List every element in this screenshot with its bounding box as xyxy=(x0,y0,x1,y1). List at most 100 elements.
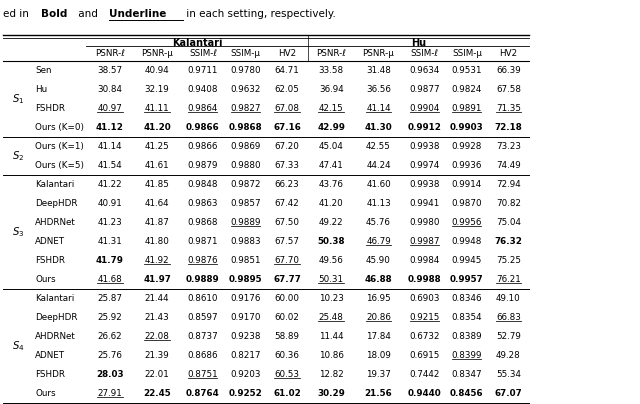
Text: 42.55: 42.55 xyxy=(366,142,391,151)
Text: 0.9868: 0.9868 xyxy=(228,123,262,132)
Text: 76.32: 76.32 xyxy=(495,237,522,246)
Text: 0.9984: 0.9984 xyxy=(409,256,440,265)
Text: 76.21: 76.21 xyxy=(496,275,521,284)
Text: 40.91: 40.91 xyxy=(97,199,122,208)
Text: $S_2$: $S_2$ xyxy=(12,149,25,163)
Text: 0.9863: 0.9863 xyxy=(188,199,218,208)
Text: 28.03: 28.03 xyxy=(96,370,124,379)
Text: AHDRNet: AHDRNet xyxy=(35,332,76,341)
Text: 67.58: 67.58 xyxy=(496,85,521,94)
Text: 0.9868: 0.9868 xyxy=(188,218,218,227)
Text: 0.9176: 0.9176 xyxy=(230,294,260,303)
Text: Kalantari: Kalantari xyxy=(35,180,74,189)
Text: 41.60: 41.60 xyxy=(366,180,391,189)
Text: $S_4$: $S_4$ xyxy=(12,339,25,353)
Text: DeepHDR: DeepHDR xyxy=(35,199,77,208)
Text: 0.9957: 0.9957 xyxy=(450,275,484,284)
Text: 45.90: 45.90 xyxy=(366,256,391,265)
Text: 0.9936: 0.9936 xyxy=(452,161,482,170)
Text: 41.92: 41.92 xyxy=(145,256,170,265)
Text: $S_3$: $S_3$ xyxy=(12,225,25,239)
Text: 36.56: 36.56 xyxy=(366,85,391,94)
Text: 17.84: 17.84 xyxy=(366,332,391,341)
Text: 0.9877: 0.9877 xyxy=(409,85,440,94)
Text: 0.9883: 0.9883 xyxy=(230,237,260,246)
Text: 0.9711: 0.9711 xyxy=(188,66,218,75)
Text: 49.56: 49.56 xyxy=(319,256,344,265)
Text: 0.9891: 0.9891 xyxy=(452,104,482,113)
Text: 66.83: 66.83 xyxy=(496,313,521,322)
Text: 45.76: 45.76 xyxy=(366,218,391,227)
Text: FSHDR: FSHDR xyxy=(35,104,65,113)
Text: 0.9857: 0.9857 xyxy=(230,199,260,208)
Text: 42.99: 42.99 xyxy=(317,123,345,132)
Text: 41.54: 41.54 xyxy=(97,161,122,170)
Text: 74.49: 74.49 xyxy=(496,161,521,170)
Text: 36.94: 36.94 xyxy=(319,85,344,94)
Text: 52.79: 52.79 xyxy=(496,332,521,341)
Text: 71.35: 71.35 xyxy=(496,104,521,113)
Text: 19.37: 19.37 xyxy=(366,370,391,379)
Text: 49.28: 49.28 xyxy=(496,351,521,360)
Text: 41.25: 41.25 xyxy=(145,142,170,151)
Text: 75.25: 75.25 xyxy=(496,256,521,265)
Text: 0.9827: 0.9827 xyxy=(230,104,260,113)
Text: 21.39: 21.39 xyxy=(145,351,170,360)
Text: 0.9880: 0.9880 xyxy=(230,161,260,170)
Text: 0.6903: 0.6903 xyxy=(409,294,440,303)
Text: 0.9869: 0.9869 xyxy=(230,142,260,151)
Text: 0.9866: 0.9866 xyxy=(188,142,218,151)
Text: Sen: Sen xyxy=(35,66,52,75)
Text: $S_1$: $S_1$ xyxy=(12,92,25,106)
Text: 41.30: 41.30 xyxy=(365,123,392,132)
Text: 0.9914: 0.9914 xyxy=(452,180,482,189)
Text: 11.44: 11.44 xyxy=(319,332,344,341)
Text: 38.57: 38.57 xyxy=(97,66,122,75)
Text: 49.10: 49.10 xyxy=(496,294,521,303)
Text: 60.53: 60.53 xyxy=(275,370,300,379)
Text: 41.11: 41.11 xyxy=(145,104,170,113)
Text: 41.61: 41.61 xyxy=(145,161,170,170)
Text: 41.14: 41.14 xyxy=(97,142,122,151)
Text: 0.8399: 0.8399 xyxy=(452,351,482,360)
Text: 30.84: 30.84 xyxy=(97,85,122,94)
Text: 41.64: 41.64 xyxy=(145,199,170,208)
Text: ADNET: ADNET xyxy=(35,351,65,360)
Text: 0.8456: 0.8456 xyxy=(450,389,484,398)
Text: 40.94: 40.94 xyxy=(145,66,170,75)
Text: 0.7442: 0.7442 xyxy=(409,370,440,379)
Text: Ours (K=0): Ours (K=0) xyxy=(35,123,84,132)
Text: 30.29: 30.29 xyxy=(317,389,345,398)
Text: 0.9531: 0.9531 xyxy=(452,66,482,75)
Text: 61.02: 61.02 xyxy=(273,389,301,398)
Text: 0.8354: 0.8354 xyxy=(452,313,482,322)
Text: 0.9634: 0.9634 xyxy=(409,66,440,75)
Text: 25.87: 25.87 xyxy=(97,294,122,303)
Text: 0.9988: 0.9988 xyxy=(408,275,441,284)
Text: 0.9848: 0.9848 xyxy=(188,180,218,189)
Text: Underline: Underline xyxy=(109,9,166,19)
Text: 0.8610: 0.8610 xyxy=(188,294,218,303)
Text: 0.9987: 0.9987 xyxy=(409,237,440,246)
Text: 0.9974: 0.9974 xyxy=(409,161,440,170)
Text: 0.9980: 0.9980 xyxy=(409,218,440,227)
Text: 47.41: 47.41 xyxy=(319,161,344,170)
Text: 16.95: 16.95 xyxy=(366,294,391,303)
Text: Ours: Ours xyxy=(35,389,56,398)
Text: 66.39: 66.39 xyxy=(496,66,521,75)
Text: 41.97: 41.97 xyxy=(143,275,171,284)
Text: HV2: HV2 xyxy=(499,49,518,58)
Text: 41.80: 41.80 xyxy=(145,237,170,246)
Text: 0.9866: 0.9866 xyxy=(186,123,220,132)
Text: 41.31: 41.31 xyxy=(97,237,122,246)
Text: 0.9889: 0.9889 xyxy=(186,275,220,284)
Text: 44.24: 44.24 xyxy=(366,161,391,170)
Text: 41.23: 41.23 xyxy=(97,218,122,227)
Text: Hu: Hu xyxy=(411,38,426,48)
Text: Bold: Bold xyxy=(41,9,67,19)
Text: 60.02: 60.02 xyxy=(275,313,300,322)
Text: 0.9904: 0.9904 xyxy=(409,104,440,113)
Text: PSNR-ℓ: PSNR-ℓ xyxy=(95,49,125,58)
Text: 46.88: 46.88 xyxy=(365,275,392,284)
Text: 0.9780: 0.9780 xyxy=(230,66,260,75)
